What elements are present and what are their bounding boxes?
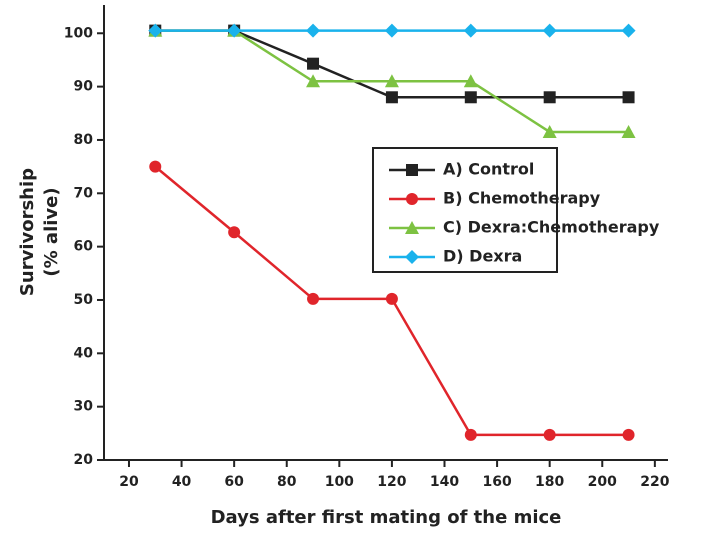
legend-marker xyxy=(406,164,418,176)
y-tick-label: 100 xyxy=(64,25,93,41)
marker xyxy=(463,23,478,38)
x-axis-title: Days after first mating of the mice xyxy=(211,507,562,528)
marker xyxy=(384,74,399,88)
marker xyxy=(385,292,398,305)
y-tick-label: 70 xyxy=(74,185,94,201)
marker xyxy=(384,23,399,38)
marker xyxy=(622,428,635,441)
marker xyxy=(306,23,321,38)
marker xyxy=(622,91,635,104)
y-tick-label: 30 xyxy=(74,399,94,415)
y-tick-label: 40 xyxy=(74,345,94,361)
x-tick-label: 160 xyxy=(482,474,511,490)
y-axis-title: Survivorship xyxy=(17,168,38,296)
marker xyxy=(306,74,321,88)
marker xyxy=(464,91,477,104)
legend-marker xyxy=(406,193,418,205)
marker xyxy=(543,428,556,441)
y-tick-label: 20 xyxy=(74,452,94,468)
marker xyxy=(463,74,478,88)
x-tick-label: 100 xyxy=(325,474,354,490)
legend-marker xyxy=(405,250,419,264)
y-tick-label: 90 xyxy=(74,79,94,95)
marker xyxy=(227,23,242,38)
y-axis-title: (% alive) xyxy=(41,187,62,276)
y-tick-label: 60 xyxy=(74,239,94,255)
legend-label: D) Dexra xyxy=(443,247,522,266)
legend-label: A) Control xyxy=(443,160,534,179)
marker xyxy=(228,226,241,239)
x-tick-label: 220 xyxy=(640,474,669,490)
x-tick-label: 80 xyxy=(277,474,297,490)
x-tick-label: 20 xyxy=(119,474,139,490)
y-tick-label: 50 xyxy=(74,292,94,308)
marker xyxy=(621,124,636,138)
legend-label: C) Dexra:Chemotherapy xyxy=(443,218,660,237)
marker xyxy=(464,428,477,441)
x-tick-label: 200 xyxy=(588,474,617,490)
marker xyxy=(621,23,636,38)
y-tick-label: 80 xyxy=(74,132,94,148)
marker xyxy=(148,23,163,38)
x-tick-label: 140 xyxy=(430,474,459,490)
legend-label: B) Chemotherapy xyxy=(443,189,601,208)
series-line xyxy=(155,29,629,99)
x-tick-label: 180 xyxy=(535,474,564,490)
legend-box xyxy=(372,147,558,273)
marker xyxy=(543,91,556,104)
x-tick-label: 120 xyxy=(377,474,406,490)
marker xyxy=(307,292,320,305)
legend-marker xyxy=(405,221,419,234)
x-tick-label: 40 xyxy=(172,474,192,490)
marker xyxy=(542,124,557,138)
marker xyxy=(385,91,398,104)
marker xyxy=(149,160,162,173)
x-tick-label: 60 xyxy=(224,474,244,490)
marker xyxy=(542,23,557,38)
marker xyxy=(307,57,320,70)
